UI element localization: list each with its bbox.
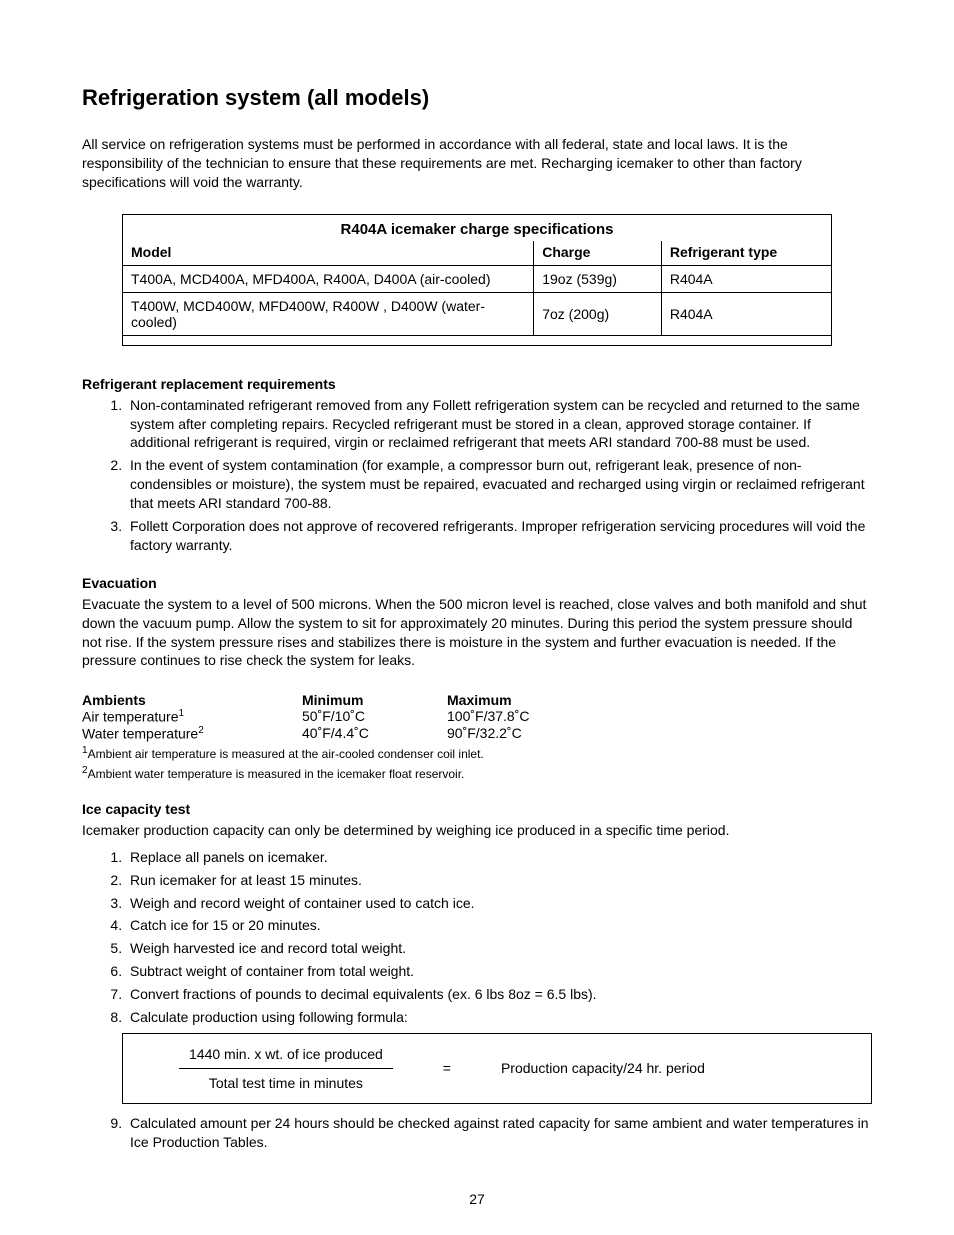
- refrigerant-requirements-heading: Refrigerant replacement requirements: [82, 376, 872, 392]
- col-minimum: Minimum: [302, 692, 447, 708]
- list-item: Calculate production using following for…: [126, 1008, 872, 1027]
- ambients-row: Water temperature2 40˚F/4.4˚C 90˚F/32.2˚…: [82, 725, 872, 742]
- list-item: Subtract weight of container from total …: [126, 962, 872, 981]
- ice-test-steps: Replace all panels on icemaker. Run icem…: [82, 848, 872, 1027]
- evacuation-heading: Evacuation: [82, 575, 872, 591]
- ambient-max: 100˚F/37.8˚C: [447, 708, 592, 725]
- formula-denominator: Total test time in minutes: [179, 1069, 393, 1091]
- ambient-label: Air temperature1: [82, 708, 302, 725]
- list-item: In the event of system contamination (fo…: [126, 456, 872, 513]
- ice-test-heading: Ice capacity test: [82, 801, 872, 817]
- ambient-min: 40˚F/4.4˚C: [302, 725, 447, 742]
- table-spacer: [123, 335, 832, 345]
- ambients-table: Ambients Minimum Maximum Air temperature…: [82, 692, 872, 741]
- page-number: 27: [0, 1191, 954, 1207]
- col-model: Model: [123, 241, 534, 266]
- ice-test-steps-cont: Calculated amount per 24 hours should be…: [82, 1114, 872, 1152]
- page: Refrigeration system (all models) All se…: [0, 0, 954, 1235]
- list-item: Non-contaminated refrigerant removed fro…: [126, 396, 872, 453]
- footnote: 1Ambient air temperature is measured at …: [82, 744, 872, 763]
- footnote: 2Ambient water temperature is measured i…: [82, 764, 872, 783]
- list-item: Weigh harvested ice and record total wei…: [126, 939, 872, 958]
- table-title-row: R404A icemaker charge specifications: [123, 214, 832, 241]
- col-charge: Charge: [534, 241, 662, 266]
- ambients-row: Air temperature1 50˚F/10˚C 100˚F/37.8˚C: [82, 708, 872, 725]
- cell-type: R404A: [661, 292, 831, 335]
- ambients-heading: Ambients: [82, 692, 302, 708]
- table-row: T400W, MCD400W, MFD400W, R400W , D400W (…: [123, 292, 832, 335]
- formula-equals: =: [443, 1060, 451, 1076]
- ambient-min: 50˚F/10˚C: [302, 708, 447, 725]
- cell-model: T400W, MCD400W, MFD400W, R400W , D400W (…: [123, 292, 534, 335]
- list-item: Convert fractions of pounds to decimal e…: [126, 985, 872, 1004]
- table-title: R404A icemaker charge specifications: [123, 214, 832, 241]
- intro-paragraph: All service on refrigeration systems mus…: [82, 135, 872, 192]
- list-item: Follett Corporation does not approve of …: [126, 517, 872, 555]
- spec-table: R404A icemaker charge specifications Mod…: [122, 214, 832, 346]
- ambients-header: Ambients Minimum Maximum: [82, 692, 872, 708]
- cell-charge: 7oz (200g): [534, 292, 662, 335]
- list-item: Replace all panels on icemaker.: [126, 848, 872, 867]
- ambients-footnotes: 1Ambient air temperature is measured at …: [82, 744, 872, 783]
- list-item: Catch ice for 15 or 20 minutes.: [126, 916, 872, 935]
- table-row: T400A, MCD400A, MFD400A, R400A, D400A (a…: [123, 265, 832, 292]
- cell-charge: 19oz (539g): [534, 265, 662, 292]
- page-title: Refrigeration system (all models): [82, 85, 872, 111]
- list-item: Weigh and record weight of container use…: [126, 894, 872, 913]
- list-item: Calculated amount per 24 hours should be…: [126, 1114, 872, 1152]
- col-refrigerant: Refrigerant type: [661, 241, 831, 266]
- formula-fraction: 1440 min. x wt. of ice produced Total te…: [179, 1046, 393, 1091]
- table-header-row: Model Charge Refrigerant type: [123, 241, 832, 266]
- ambient-max: 90˚F/32.2˚C: [447, 725, 592, 742]
- formula-box: 1440 min. x wt. of ice produced Total te…: [122, 1033, 872, 1104]
- refrigerant-requirements-list: Non-contaminated refrigerant removed fro…: [82, 396, 872, 555]
- cell-model: T400A, MCD400A, MFD400A, R400A, D400A (a…: [123, 265, 534, 292]
- list-item: Run icemaker for at least 15 minutes.: [126, 871, 872, 890]
- formula-result: Production capacity/24 hr. period: [501, 1060, 705, 1076]
- cell-type: R404A: [661, 265, 831, 292]
- formula-numerator: 1440 min. x wt. of ice produced: [179, 1046, 393, 1069]
- col-maximum: Maximum: [447, 692, 592, 708]
- evacuation-body: Evacuate the system to a level of 500 mi…: [82, 595, 872, 671]
- ice-test-intro: Icemaker production capacity can only be…: [82, 821, 872, 840]
- ambient-label: Water temperature2: [82, 725, 302, 742]
